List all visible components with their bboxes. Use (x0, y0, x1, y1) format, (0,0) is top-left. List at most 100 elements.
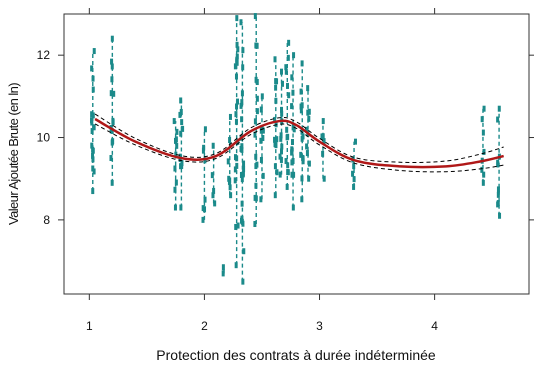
data-point (292, 52, 296, 59)
data-point (496, 116, 500, 123)
data-point (90, 142, 94, 149)
data-point (110, 35, 114, 42)
data-point (275, 136, 279, 143)
data-point (181, 125, 185, 132)
data-point (290, 149, 294, 156)
data-point (92, 48, 96, 55)
data-point (255, 42, 259, 49)
data-point (351, 170, 355, 177)
data-point (212, 187, 216, 194)
data-point (290, 103, 294, 110)
data-point (279, 68, 283, 75)
data-point (301, 158, 305, 165)
data-point (203, 126, 207, 133)
y-tick-label: 8 (43, 213, 50, 227)
data-point (290, 74, 294, 81)
data-point (307, 115, 311, 122)
data-point (210, 172, 214, 179)
data-point (109, 90, 113, 97)
data-point (229, 192, 233, 199)
data-point (233, 177, 237, 184)
data-point (175, 142, 179, 149)
data-point (239, 102, 243, 109)
data-point (300, 175, 304, 182)
data-point (482, 105, 486, 112)
data-point (352, 163, 356, 170)
data-point (110, 63, 114, 70)
data-point (221, 270, 225, 277)
data-point (203, 196, 207, 203)
x-tick-label: 1 (86, 319, 93, 333)
data-point (239, 171, 243, 178)
y-tick-label: 12 (37, 48, 51, 62)
data-point (90, 119, 94, 126)
data-point (259, 137, 263, 144)
fit-line (94, 117, 504, 169)
data-point (242, 166, 246, 173)
data-point (301, 133, 305, 140)
data-point (92, 168, 96, 175)
data-point (228, 113, 232, 120)
data-point (287, 39, 291, 46)
data-point (110, 139, 114, 146)
data-point (255, 79, 259, 86)
data-point (259, 196, 263, 203)
data-point (261, 135, 265, 142)
data-point (255, 108, 259, 115)
data-point (179, 97, 183, 104)
data-point (213, 200, 217, 207)
data-point (299, 88, 303, 95)
data-point (253, 131, 257, 138)
data-point (174, 136, 178, 143)
data-point (322, 175, 326, 182)
data-point (240, 146, 244, 153)
data-point (496, 200, 500, 207)
data-point (90, 111, 94, 118)
data-point (236, 46, 240, 53)
data-point (236, 222, 240, 229)
data-point (240, 99, 244, 106)
data-point (280, 110, 284, 117)
data-point (253, 13, 257, 20)
data-point (91, 147, 95, 154)
data-point (353, 138, 357, 145)
y-axis-label: Valeur Ajoutée Brute (en ln) (6, 83, 21, 225)
data-point (179, 108, 183, 115)
data-point (305, 150, 309, 157)
data-point (235, 59, 239, 66)
data-point (201, 216, 205, 223)
fit-curves (94, 113, 504, 173)
data-point (279, 135, 283, 142)
data-point (480, 116, 484, 123)
data-point (496, 159, 500, 166)
data-point (221, 264, 225, 271)
data-point (307, 160, 311, 167)
data-point (259, 156, 263, 163)
data-point (482, 171, 486, 178)
data-point (253, 221, 257, 227)
data-point (305, 126, 309, 133)
data-point (496, 186, 500, 193)
data-point (240, 116, 244, 123)
data-point (234, 73, 238, 80)
data-point (91, 112, 95, 119)
data-point (90, 128, 94, 135)
data-point (233, 63, 237, 70)
data-points (90, 13, 502, 285)
x-tick-label: 2 (201, 319, 208, 333)
data-point (240, 176, 244, 183)
data-point (284, 68, 288, 75)
data-point (233, 166, 237, 173)
x-tick-label: 4 (431, 319, 438, 333)
data-point (90, 65, 94, 72)
data-point (112, 90, 116, 97)
data-point (286, 169, 290, 176)
x-axis-ticks: 1 2 3 4 (86, 8, 438, 333)
data-point (239, 19, 243, 26)
data-point (241, 64, 245, 71)
data-point (299, 107, 303, 114)
data-point (299, 151, 303, 158)
data-point (228, 137, 232, 144)
x-tick-label: 3 (316, 319, 323, 333)
